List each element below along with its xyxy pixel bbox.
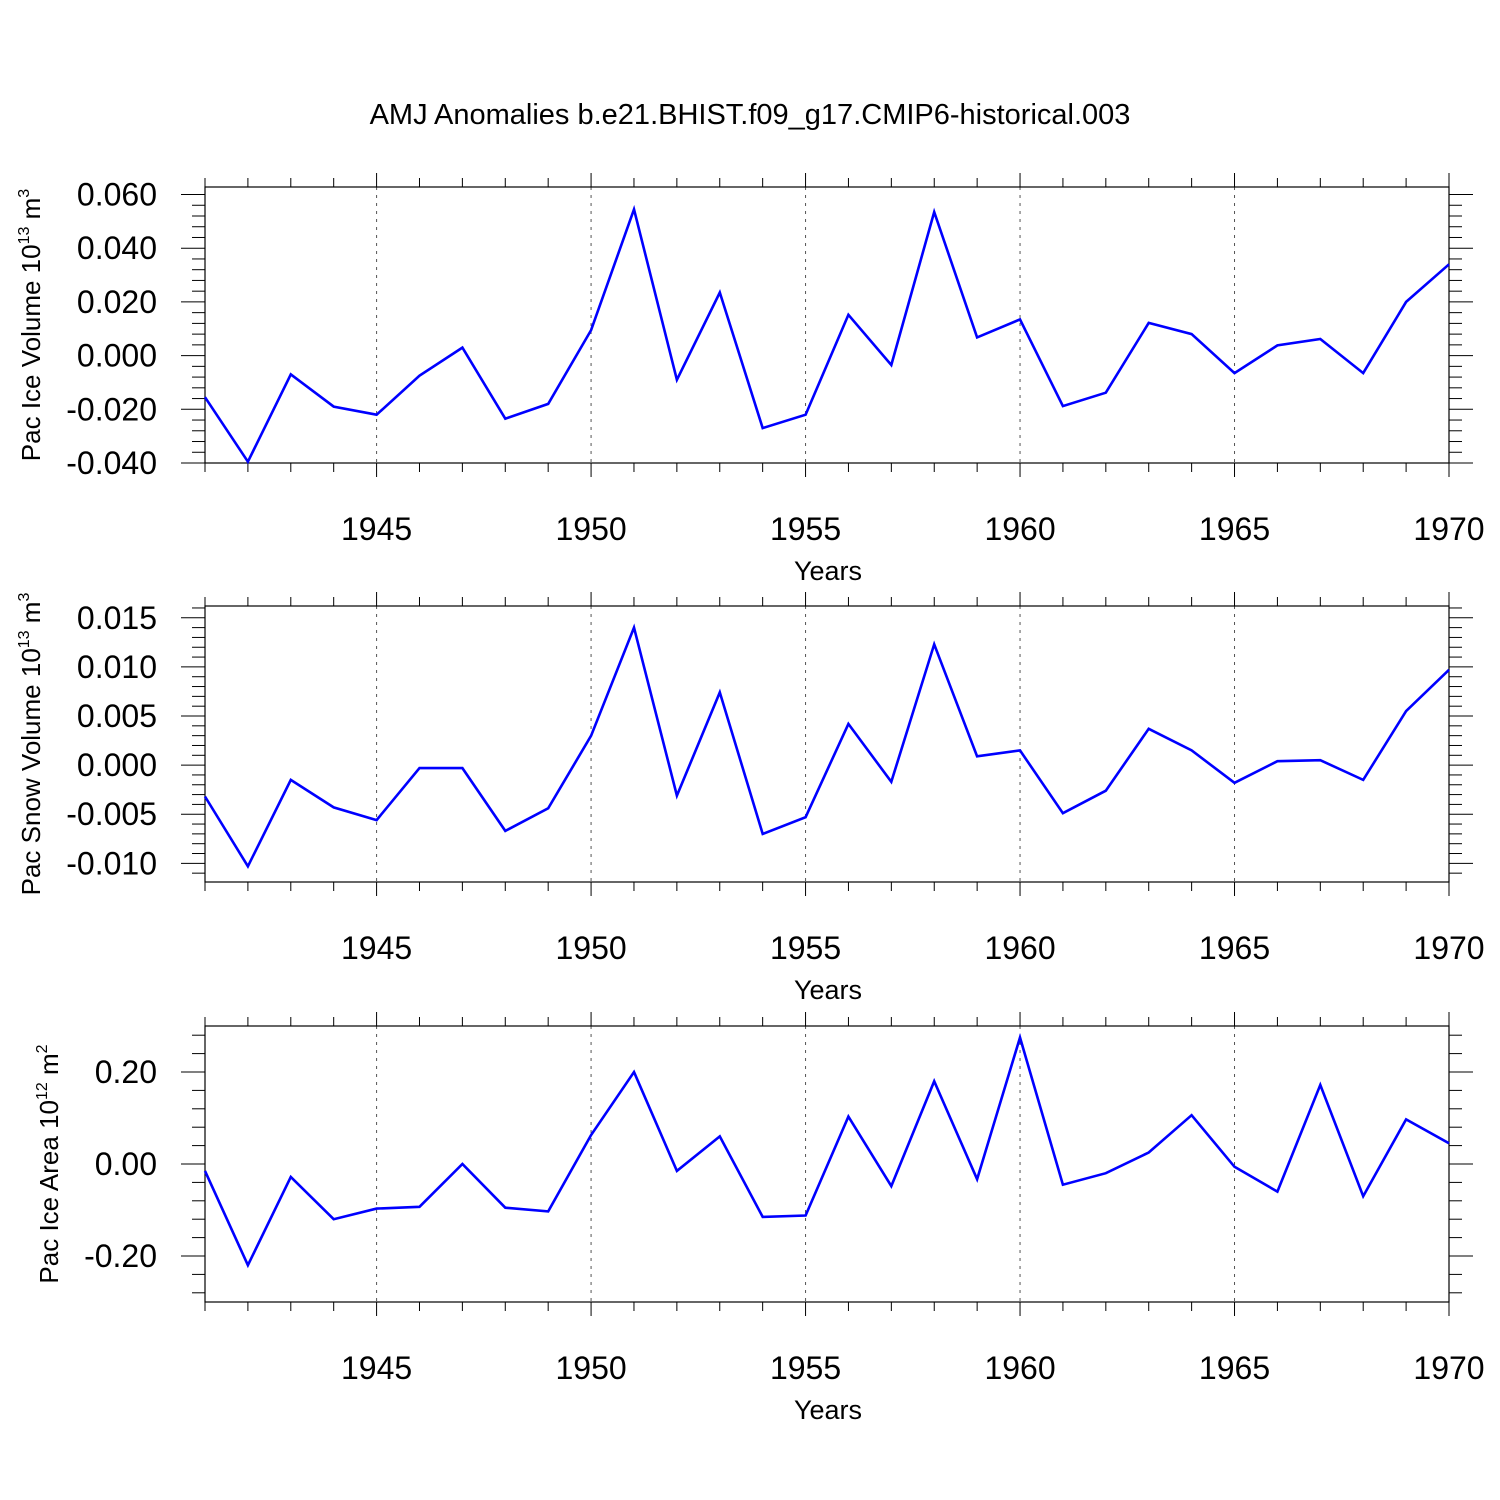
x-tick-label: 1955 (770, 511, 841, 547)
y-axis-label: Pac Ice Volume 1013 m3 (16, 189, 46, 462)
x-tick-label: 1945 (341, 511, 412, 547)
x-tick-label: 1960 (984, 511, 1055, 547)
x-tick-label: 1950 (555, 511, 626, 547)
y-axis-label-part: Pac Ice Volume 10 (16, 244, 46, 461)
x-tick-label: 1965 (1199, 930, 1270, 966)
x-tick-label: 1970 (1413, 930, 1484, 966)
series-line (203, 204, 1450, 465)
y-axis-label-superscript: 13 (16, 226, 33, 244)
x-tick-label: 1960 (984, 930, 1055, 966)
y-tick-label: -0.010 (66, 845, 157, 881)
x-tick-label: 1955 (770, 930, 841, 966)
y-axis-label-part: m (34, 1053, 64, 1082)
y-tick-label: 0.010 (77, 649, 157, 685)
y-axis-label-part: Pac Snow Volume 10 (16, 648, 46, 895)
x-tick-label: 1950 (555, 930, 626, 966)
y-tick-label: 0.00 (95, 1146, 157, 1182)
y-tick-label: -0.020 (66, 391, 157, 427)
panel-3: -0.20 0.00 0.20 1945 1950 1955 1960 1965 1970 Yea… (34, 1012, 1485, 1425)
x-axis-label: Years (794, 975, 862, 1005)
series-line (203, 1032, 1450, 1269)
x-tick-label: 1970 (1413, 511, 1484, 547)
x-axis-label: Years (794, 556, 862, 586)
x-tick-label: 1945 (341, 930, 412, 966)
y-tick-label: 0.005 (77, 698, 157, 734)
x-tick-label: 1955 (770, 1350, 841, 1386)
series-line (203, 623, 1450, 869)
x-axis-label: Years (794, 1395, 862, 1425)
y-axis-label: Pac Ice Area 1012 m2 (34, 1044, 64, 1283)
y-axis-label-superscript: 12 (34, 1082, 51, 1100)
y-axis-label-part: m (16, 198, 46, 227)
panel-2: -0.010 -0.005 0.000 0.005 0.010 0.015 1945 1950… (16, 592, 1485, 1005)
figure-title: AMJ Anomalies b.e21.BHIST.f09_g17.CMIP6-… (370, 99, 1131, 131)
x-tick-label: 1970 (1413, 1350, 1484, 1386)
y-tick-label: -0.20 (84, 1238, 157, 1274)
y-tick-label: -0.040 (66, 445, 157, 481)
y-tick-label: 0.060 (77, 177, 157, 213)
y-tick-label: 0.015 (77, 600, 157, 636)
y-tick-label: 0.000 (77, 747, 157, 783)
y-axis-label-part: Pac Ice Area 10 (34, 1100, 64, 1284)
y-tick-label: 0.000 (77, 338, 157, 374)
y-axis-label-superscript: 2 (34, 1044, 51, 1053)
x-tick-label: 1950 (555, 1350, 626, 1386)
y-axis-label-superscript: 3 (16, 593, 33, 602)
x-tick-label: 1965 (1199, 1350, 1270, 1386)
y-axis-label-superscript: 3 (16, 189, 33, 198)
y-tick-label: 0.020 (77, 284, 157, 320)
y-tick-label: -0.005 (66, 796, 157, 832)
y-axis-label-part: m (16, 602, 46, 631)
y-axis-label: Pac Snow Volume 1013 m3 (16, 593, 46, 896)
y-tick-label: 0.040 (77, 230, 157, 266)
panel-1: -0.040 -0.020 0.000 0.020 0.040 0.060 1945 1950… (16, 173, 1485, 586)
y-axis-label-superscript: 13 (16, 630, 33, 648)
x-tick-label: 1945 (341, 1350, 412, 1386)
x-tick-label: 1965 (1199, 511, 1270, 547)
plot-frame (204, 186, 1450, 464)
y-tick-label: 0.20 (95, 1054, 157, 1090)
x-tick-label: 1960 (984, 1350, 1055, 1386)
plot-frame (204, 605, 1450, 883)
